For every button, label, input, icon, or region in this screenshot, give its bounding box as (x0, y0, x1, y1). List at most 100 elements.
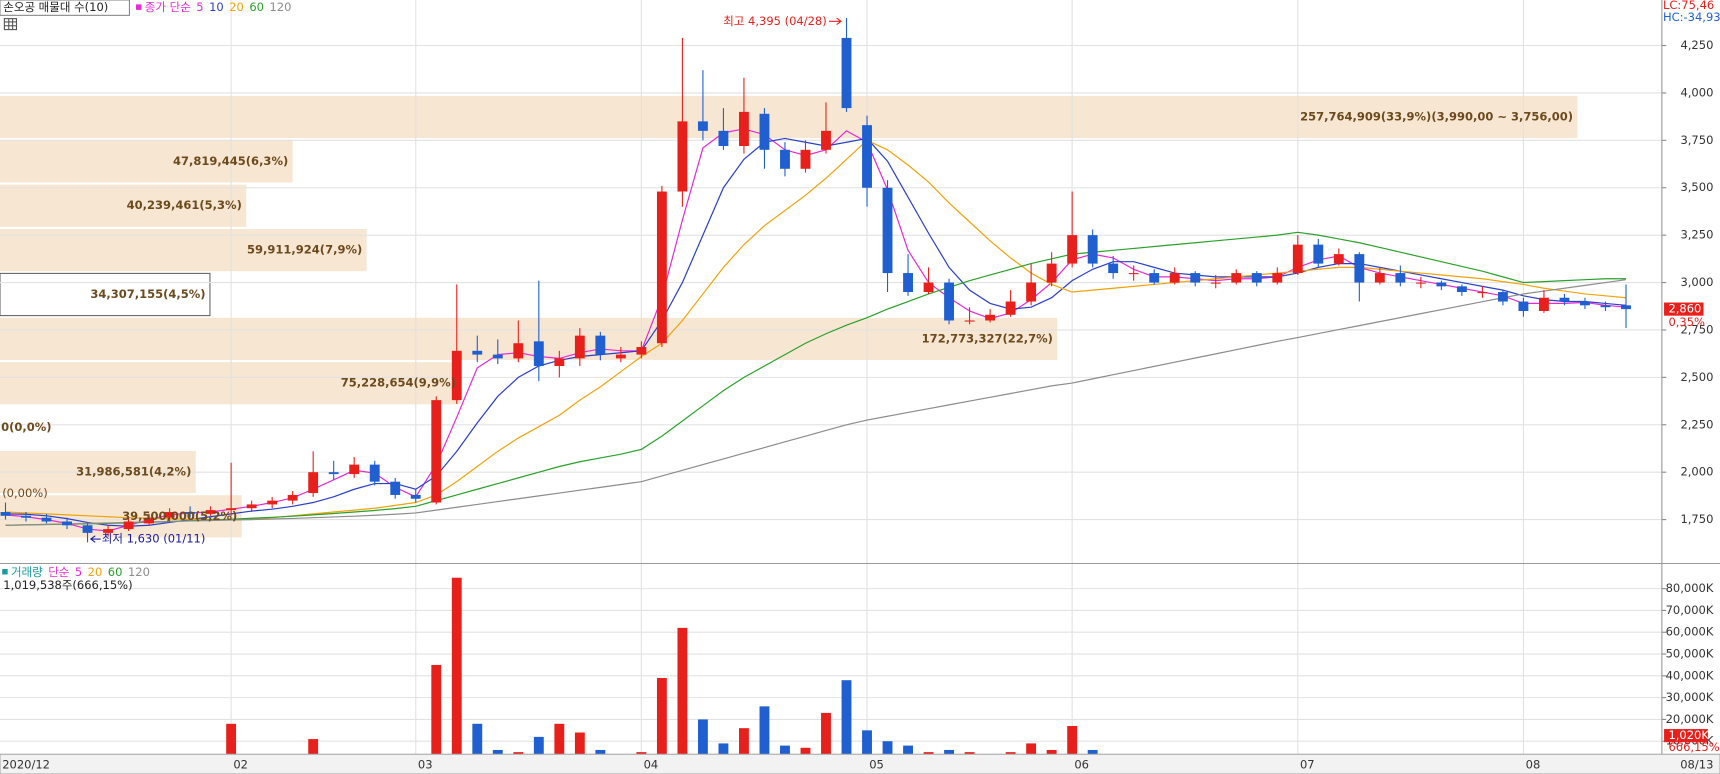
candle-body (903, 273, 913, 293)
y-tick-label: 3,250 (1680, 228, 1713, 242)
volume-bar (1026, 743, 1037, 764)
candle-body (1354, 254, 1365, 283)
candle-body (677, 121, 688, 192)
y-tick-label: 2,250 (1680, 417, 1713, 431)
candle-body (964, 320, 975, 322)
last-price: 2,860 (1668, 302, 1701, 316)
legend-label: 60 (249, 0, 264, 14)
volume-bar (554, 723, 565, 764)
candle-body (1169, 273, 1180, 283)
y-tick-label: 4,250 (1680, 38, 1713, 52)
candle-body (923, 282, 934, 293)
volume-bar (739, 728, 749, 764)
y-tick-label: 20,000K (1666, 712, 1714, 726)
x-tick-label: 08 (1526, 758, 1541, 772)
legend-label: 120 (128, 565, 150, 579)
candle-body (21, 515, 31, 518)
profile-label: 0(0,0%) (1, 420, 51, 434)
y-tick-label: 2,500 (1680, 370, 1713, 384)
low-label: 최저 1,630 (01/11) (102, 532, 206, 546)
candle-body (62, 521, 72, 526)
volume-bar (841, 680, 852, 764)
y-tick-label: 60,000K (1666, 625, 1714, 639)
profile-label: 59,911,924(7,9%) (247, 243, 362, 257)
last-price-badge (1664, 302, 1704, 316)
candle-body (759, 113, 770, 150)
volume-profile (0, 95, 1578, 538)
candle-body (1395, 273, 1406, 283)
candle-body (1559, 297, 1570, 302)
candle-body (267, 500, 278, 505)
x-axis-strip (0, 753, 1720, 774)
candle-body (1477, 292, 1488, 294)
y-tick-label: 30,000K (1666, 690, 1714, 704)
y-tick-label: 3,750 (1680, 133, 1713, 147)
candle-body (1128, 273, 1139, 275)
y-tick-label: 3,500 (1680, 180, 1713, 194)
candle-body (800, 149, 811, 169)
candle-body (513, 343, 524, 359)
profile-band (0, 495, 242, 538)
candle-body (1210, 282, 1221, 284)
ma-line (5, 231, 1626, 526)
candle-body (390, 481, 401, 495)
profile-label: 47,819,445(6,3%) (173, 154, 288, 168)
legend-label: 5 (196, 0, 203, 14)
candle-body (349, 464, 360, 475)
candle-body (656, 191, 667, 344)
candle-body (308, 472, 319, 494)
candle-body (533, 341, 544, 366)
candle-body (82, 525, 93, 533)
legend-label: 단순 (48, 565, 69, 579)
candle-body (1333, 254, 1344, 264)
candle-body (1621, 305, 1631, 310)
candle-body (1231, 273, 1242, 283)
candle-body (1374, 273, 1385, 283)
last-change: 0,35% (1668, 315, 1705, 329)
candle-body (718, 130, 729, 147)
candle-body (369, 464, 380, 482)
candle-body (451, 350, 462, 401)
candle-body (1580, 301, 1590, 306)
candle-body (554, 358, 565, 366)
candle-body (1292, 244, 1303, 274)
candle-body (164, 512, 175, 518)
candle-body (1067, 235, 1078, 264)
legend-label: 60 (108, 565, 123, 579)
candle-body (1497, 292, 1508, 302)
candle-body (431, 400, 442, 503)
candle-body (862, 125, 872, 188)
candle-body (1005, 301, 1016, 315)
y-tick-label: 2,750 (1680, 322, 1713, 336)
candle-body (615, 354, 626, 359)
profile-band (0, 229, 367, 272)
y-tick-label: 4,000 (1680, 85, 1713, 99)
volume-bar (533, 736, 544, 764)
hc-label: HC:-34,93 (1663, 10, 1720, 24)
x-tick-label: 2020/12 (2, 758, 50, 772)
candle-body (1190, 273, 1201, 283)
profile-label: 31,986,581(4,2%) (76, 464, 191, 478)
profile-label: 257,764,909(33,9%)(3,990,00 ~ 3,756,00) (1300, 110, 1573, 124)
candle-body (205, 510, 216, 514)
volume-bar (656, 678, 667, 764)
candle-body (328, 472, 339, 475)
candle-body (144, 517, 155, 524)
profile-label: 40,239,461(5,3%) (127, 198, 242, 212)
volume-note: 1,019,538주(666,15%) (3, 578, 132, 592)
candle-body (0, 512, 11, 516)
volume-bar (472, 723, 483, 764)
volume-bar (574, 732, 585, 764)
candle-body (595, 335, 606, 355)
candle-body (123, 521, 134, 530)
legend-label: 20 (88, 565, 103, 579)
candle-body (1313, 244, 1324, 264)
lc-label: LC:75,46 (1663, 0, 1714, 12)
candle-body (246, 504, 257, 509)
y-tick-label: 1,750 (1680, 512, 1713, 526)
volume-bar (431, 664, 442, 764)
profile-label: 172,773,327(22,7%) (922, 331, 1053, 345)
candle-body (1046, 263, 1057, 283)
volume-bar (308, 739, 319, 764)
